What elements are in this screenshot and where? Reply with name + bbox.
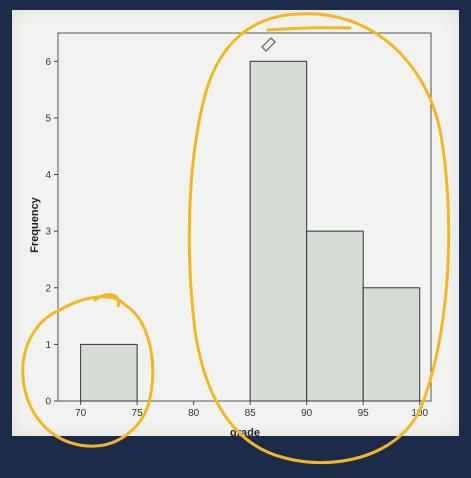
y-tick-label-0: 0 xyxy=(45,397,51,408)
annotation-circle-right xyxy=(187,12,451,465)
histogram-bar-95-100 xyxy=(362,287,421,402)
annotation-circle-left xyxy=(21,295,155,448)
annotation-stroke-top xyxy=(266,26,352,32)
x-tick-label-100: 100 xyxy=(411,408,428,419)
annotation-pencil-mark xyxy=(260,36,277,53)
hand-annotations xyxy=(21,12,451,465)
y-tick-label-3: 3 xyxy=(45,227,51,238)
y-tick-label-4: 4 xyxy=(45,170,51,181)
histogram-bar-90-95 xyxy=(306,230,364,402)
y-tick-label-5: 5 xyxy=(45,113,51,124)
x-tick-label-80: 80 xyxy=(188,408,200,419)
histogram-bar-85-90 xyxy=(249,60,308,402)
x-tick-label-95: 95 xyxy=(358,408,370,419)
histogram-bar-70-75 xyxy=(80,343,138,402)
x-tick-label-90: 90 xyxy=(301,408,313,419)
x-tick-label-85: 85 xyxy=(245,408,257,419)
y-tick-label-1: 1 xyxy=(45,340,51,351)
y-axis-ticks: 0 1 2 3 4 5 6 xyxy=(45,57,58,408)
y-tick-label-2: 2 xyxy=(45,283,51,294)
x-tick-label-75: 75 xyxy=(132,408,144,419)
y-axis-title: Frequency xyxy=(29,196,41,253)
y-tick-label-6: 6 xyxy=(45,57,51,68)
annotation-hook-left xyxy=(93,293,121,308)
bars-group xyxy=(80,60,421,402)
x-axis-ticks: 70 75 80 85 90 95 100 xyxy=(75,401,428,419)
x-tick-label-70: 70 xyxy=(75,408,87,419)
